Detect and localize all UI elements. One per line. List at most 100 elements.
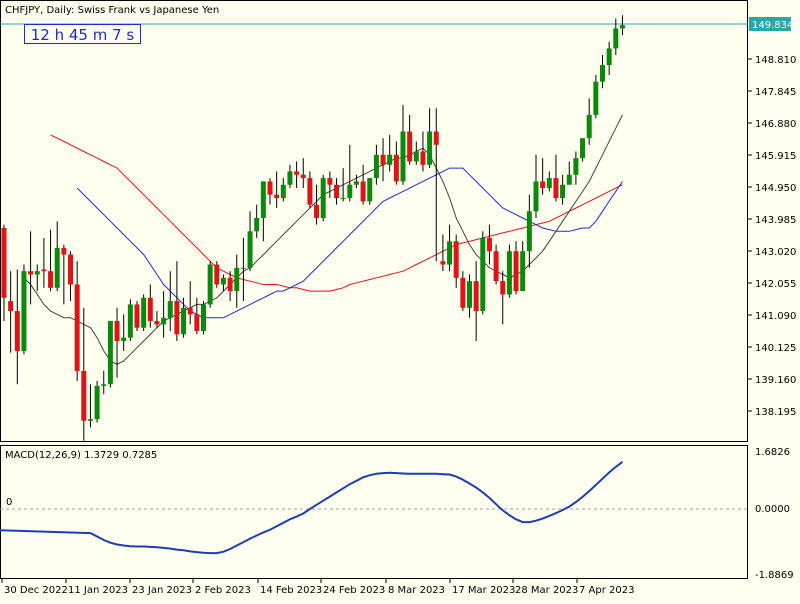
bull-candle[interactable]	[520, 251, 526, 292]
bull-candle[interactable]	[413, 151, 419, 162]
bear-candle[interactable]	[41, 269, 47, 272]
bear-candle[interactable]	[360, 181, 366, 202]
bull-candle[interactable]	[240, 267, 246, 269]
bear-candle[interactable]	[74, 284, 80, 371]
bull-candle[interactable]	[619, 25, 625, 29]
bull-candle[interactable]	[373, 154, 379, 179]
bull-candle[interactable]	[387, 154, 393, 165]
bull-candle[interactable]	[606, 48, 612, 66]
bull-candle[interactable]	[127, 304, 133, 338]
bull-candle[interactable]	[340, 198, 346, 200]
bull-candle[interactable]	[526, 211, 532, 252]
bear-candle[interactable]	[540, 181, 546, 189]
bear-candle[interactable]	[28, 271, 34, 275]
bear-candle[interactable]	[48, 271, 54, 288]
bear-candle[interactable]	[294, 171, 300, 175]
candles[interactable]	[1, 15, 625, 441]
bull-candle[interactable]	[207, 264, 213, 305]
bear-candle[interactable]	[174, 301, 180, 335]
bear-candle[interactable]	[440, 261, 446, 265]
bear-candle[interactable]	[114, 321, 120, 342]
bear-candle[interactable]	[500, 281, 506, 295]
bull-candle[interactable]	[287, 171, 293, 185]
bull-candle[interactable]	[201, 304, 206, 332]
bull-candle[interactable]	[367, 178, 373, 202]
bull-candle[interactable]	[480, 237, 486, 312]
bear-candle[interactable]	[61, 247, 67, 255]
bear-candle[interactable]	[393, 154, 399, 182]
bull-candle[interactable]	[280, 184, 286, 199]
bear-candle[interactable]	[14, 311, 20, 351]
bull-candle[interactable]	[506, 251, 512, 295]
bear-candle[interactable]	[227, 277, 233, 292]
bear-candle[interactable]	[194, 314, 200, 332]
bull-candle[interactable]	[260, 181, 266, 218]
bull-candle[interactable]	[87, 419, 93, 421]
bull-candle[interactable]	[247, 231, 253, 268]
bull-candle[interactable]	[234, 267, 240, 292]
bull-candle[interactable]	[220, 277, 226, 285]
bear-candle[interactable]	[486, 237, 492, 252]
bull-candle[interactable]	[353, 181, 359, 185]
bull-candle[interactable]	[141, 297, 147, 328]
bull-candle[interactable]	[54, 247, 60, 288]
bear-candle[interactable]	[147, 297, 153, 322]
bull-candle[interactable]	[347, 184, 353, 199]
bear-candle[interactable]	[407, 131, 413, 162]
bull-candle[interactable]	[593, 81, 599, 115]
bear-candle[interactable]	[553, 178, 559, 199]
bull-candle[interactable]	[573, 158, 579, 175]
bear-candle[interactable]	[68, 254, 73, 285]
bear-candle[interactable]	[513, 251, 519, 292]
bull-candle[interactable]	[101, 384, 107, 386]
bear-candle[interactable]	[154, 321, 160, 325]
current-price-badge	[749, 17, 791, 31]
bull-candle[interactable]	[161, 317, 167, 325]
bear-candle[interactable]	[187, 307, 193, 315]
bull-candle[interactable]	[533, 181, 539, 212]
bear-candle[interactable]	[134, 304, 140, 328]
bear-candle[interactable]	[314, 204, 320, 218]
bull-candle[interactable]	[600, 65, 605, 82]
bull-candle[interactable]	[21, 271, 27, 351]
bear-candle[interactable]	[267, 181, 273, 195]
bull-candle[interactable]	[546, 178, 552, 189]
bull-candle[interactable]	[400, 131, 406, 182]
bull-candle[interactable]	[586, 114, 592, 139]
bull-candle[interactable]	[94, 385, 100, 420]
bear-candle[interactable]	[1, 227, 7, 298]
date-axis-label: 17 Mar 2023	[452, 585, 515, 596]
bear-candle[interactable]	[473, 281, 479, 312]
bull-candle[interactable]	[580, 138, 586, 159]
bear-candle[interactable]	[274, 194, 280, 199]
bull-candle[interactable]	[320, 178, 326, 218]
bull-candle[interactable]	[467, 281, 472, 308]
bear-candle[interactable]	[420, 151, 426, 165]
bull-candle[interactable]	[121, 337, 127, 342]
bear-candle[interactable]	[334, 184, 339, 199]
bear-candle[interactable]	[453, 241, 459, 278]
bear-candle[interactable]	[433, 131, 439, 145]
bull-candle[interactable]	[167, 301, 173, 318]
bear-candle[interactable]	[8, 301, 14, 312]
bull-candle[interactable]	[566, 174, 572, 185]
bull-candle[interactable]	[427, 131, 433, 165]
bear-candle[interactable]	[81, 370, 87, 421]
bear-candle[interactable]	[214, 264, 220, 285]
bull-candle[interactable]	[254, 217, 260, 232]
bear-candle[interactable]	[327, 178, 333, 185]
bull-candle[interactable]	[613, 28, 619, 49]
bull-candle[interactable]	[34, 271, 40, 275]
bull-candle[interactable]	[107, 321, 113, 385]
bull-candle[interactable]	[181, 307, 187, 335]
bear-candle[interactable]	[380, 154, 386, 165]
bull-candle[interactable]	[447, 241, 453, 265]
bear-candle[interactable]	[300, 174, 306, 179]
bear-candle[interactable]	[493, 251, 499, 282]
bear-candle[interactable]	[307, 178, 313, 205]
macd-pane: 0	[0, 461, 748, 555]
bull-candle[interactable]	[560, 184, 566, 199]
bear-candle[interactable]	[460, 277, 466, 308]
